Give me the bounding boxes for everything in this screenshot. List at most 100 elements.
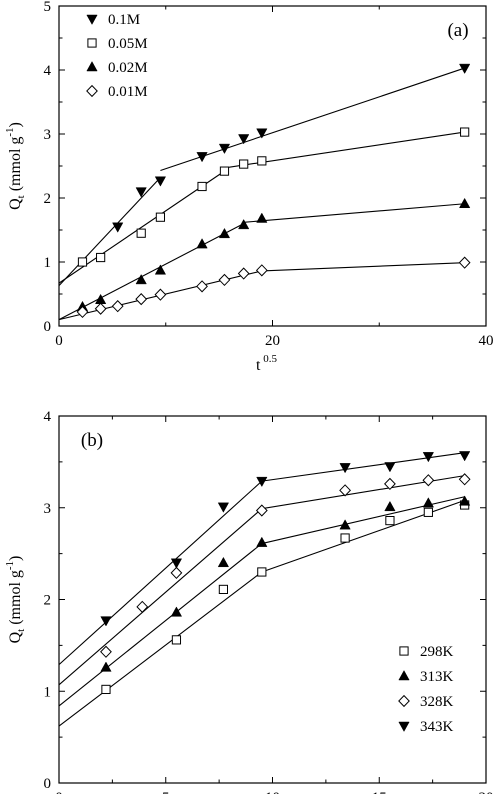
panel-b-legend-marker — [398, 694, 410, 708]
panel-a-y-tick-label: 2 — [44, 191, 52, 207]
panel-b-data-point — [217, 556, 230, 568]
panel-a-y-axis-label-close: ) — [7, 122, 24, 127]
panel-b-legend-marker — [398, 721, 410, 732]
panel-b-fit-line — [58, 571, 263, 727]
panel-a-data-point — [219, 166, 230, 176]
panel-b-y-tick-label: 4 — [44, 409, 52, 425]
panel-b-data-point — [340, 533, 350, 543]
panel-a-data-point — [237, 267, 250, 280]
panel-b-data-point — [339, 484, 351, 497]
panel-a-data-point — [256, 128, 268, 139]
panel-a-data-point — [135, 292, 148, 306]
panel-a-data-point — [197, 181, 207, 192]
panel-a-fit-line — [160, 67, 465, 172]
panel-b-x-tick-label: 10 — [265, 790, 280, 794]
panel-b-data-point — [423, 507, 433, 517]
panel-a-data-point — [238, 134, 250, 145]
panel-a-data-point — [135, 187, 147, 198]
panel-b-series-1 — [58, 495, 471, 707]
panel-b-data-point — [384, 500, 396, 512]
panel-b-y-axis-label-unit: (mmol g — [7, 570, 24, 629]
panel-a-y-tick-label: 0 — [44, 319, 52, 335]
panel-b-tag: (b) — [81, 430, 103, 451]
panel-b-series-2 — [58, 473, 471, 686]
panel-b-data-point — [422, 497, 434, 508]
panel-b-data-point — [339, 519, 351, 530]
panel-a-legend-label: 0.05M — [108, 36, 148, 52]
panel-b-legend-label: 343K — [420, 719, 454, 735]
panel-b-data-point — [384, 462, 396, 473]
panel-a-data-point — [136, 228, 146, 238]
panel-b-data-point — [170, 558, 183, 569]
panel-a-legend-marker — [86, 84, 98, 98]
panel-a-data-point — [257, 156, 267, 166]
panel-b-data-point — [385, 515, 395, 526]
panel-b-data-point — [170, 566, 183, 580]
panel-b-y-axis-label-unit-sup: -1 — [4, 561, 16, 570]
panel-a-series-2 — [58, 197, 471, 321]
panel-a-data-point — [96, 252, 106, 263]
panel-a-data-point — [154, 288, 167, 301]
panel-a-plot-frame — [58, 5, 487, 327]
panel-b-data-point — [257, 567, 267, 577]
panel-a-legend-marker — [86, 14, 98, 25]
panel-a-series-1 — [58, 127, 470, 284]
panel-a-legend-marker — [86, 61, 98, 72]
panel-a-data-point — [256, 212, 268, 223]
panel-a-series-3 — [58, 256, 471, 321]
panel-b-y-axis-label-close: ) — [7, 556, 24, 561]
panel-a-data-point — [218, 273, 231, 287]
panel-a-data-point — [154, 264, 167, 275]
panel-a-legend: 0.1M 0.05M 0.02M 0.01M — [86, 12, 148, 100]
panel-a-data-point — [135, 274, 147, 285]
panel-b-data-point — [384, 477, 396, 491]
panel-b-legend: 298K 313K 328K 343K — [398, 644, 454, 735]
panel-b-y-tick-label: 3 — [44, 501, 52, 517]
panel-a-data-point — [239, 159, 249, 169]
panel-a-y-axis-label-unit: (mmol g — [7, 137, 24, 196]
panel-b-y-tick-label: 0 — [44, 776, 52, 792]
panel-b-fit-line — [58, 508, 263, 686]
panel-a-data-point — [111, 300, 124, 313]
panel-b-fit-line — [58, 480, 263, 666]
panel-a-tag: (a) — [447, 20, 468, 41]
panel-a-x-axis-label: t 0.5 — [256, 353, 277, 374]
panel-b-data-point — [171, 635, 182, 645]
panel-b-data-point — [422, 474, 435, 487]
panel-a-legend-label: 0.01M — [108, 84, 148, 100]
panel-b-data-point — [422, 452, 434, 463]
panel-a-legend-marker — [87, 38, 97, 48]
panel-b-data-point — [459, 451, 471, 462]
panel-b-legend-label: 328K — [420, 694, 454, 710]
panel-b-data-point — [136, 600, 149, 613]
panel-b-y-axis-label-sub: t — [15, 629, 27, 632]
panel-a-chart: 0 20 40 0 1 2 3 4 5 t 0.5 Qt (mmol g-1) (a) 0.1M 0.05… — [4, 0, 494, 374]
panel-b-data-point — [218, 584, 228, 595]
panel-a-data-point — [196, 152, 208, 163]
panel-a-x-tick-label: 20 — [265, 333, 280, 349]
panel-b-series-3 — [58, 451, 471, 666]
panel-a-y-axis-label-sub: t — [15, 195, 27, 198]
panel-b-legend-label: 313K — [420, 669, 454, 685]
panel-b-data-point — [100, 645, 112, 658]
panel-b-series-0 — [58, 499, 470, 727]
panel-a-data-point — [155, 212, 166, 222]
panel-a-data-point — [460, 127, 470, 137]
panel-a-data-point — [238, 218, 250, 230]
panel-a-data-point — [112, 222, 124, 233]
panel-a-fit-line — [243, 203, 465, 223]
panel-a-data-point — [196, 238, 208, 249]
panel-a-fit-line — [261, 262, 465, 272]
panel-a-y-tick-label: 1 — [44, 255, 52, 271]
panel-a-fit-line — [58, 177, 161, 287]
panel-b-data-point — [100, 661, 112, 672]
panel-b-chart: 0510152001234t 0.5Qt (mmol g-1)(b)298K31… — [4, 409, 494, 794]
panel-a-legend-label: 0.1M — [108, 12, 140, 28]
panel-b-data-point — [458, 473, 471, 486]
panel-a-x-tick-label: 0 — [55, 333, 63, 349]
panel-b-y-tick-label: 2 — [44, 593, 52, 609]
panel-b-data-point — [170, 606, 183, 617]
panel-a-data-point — [459, 197, 471, 209]
panel-b-x-tick-label: 15 — [372, 790, 387, 794]
panel-b-legend-marker — [398, 670, 410, 681]
